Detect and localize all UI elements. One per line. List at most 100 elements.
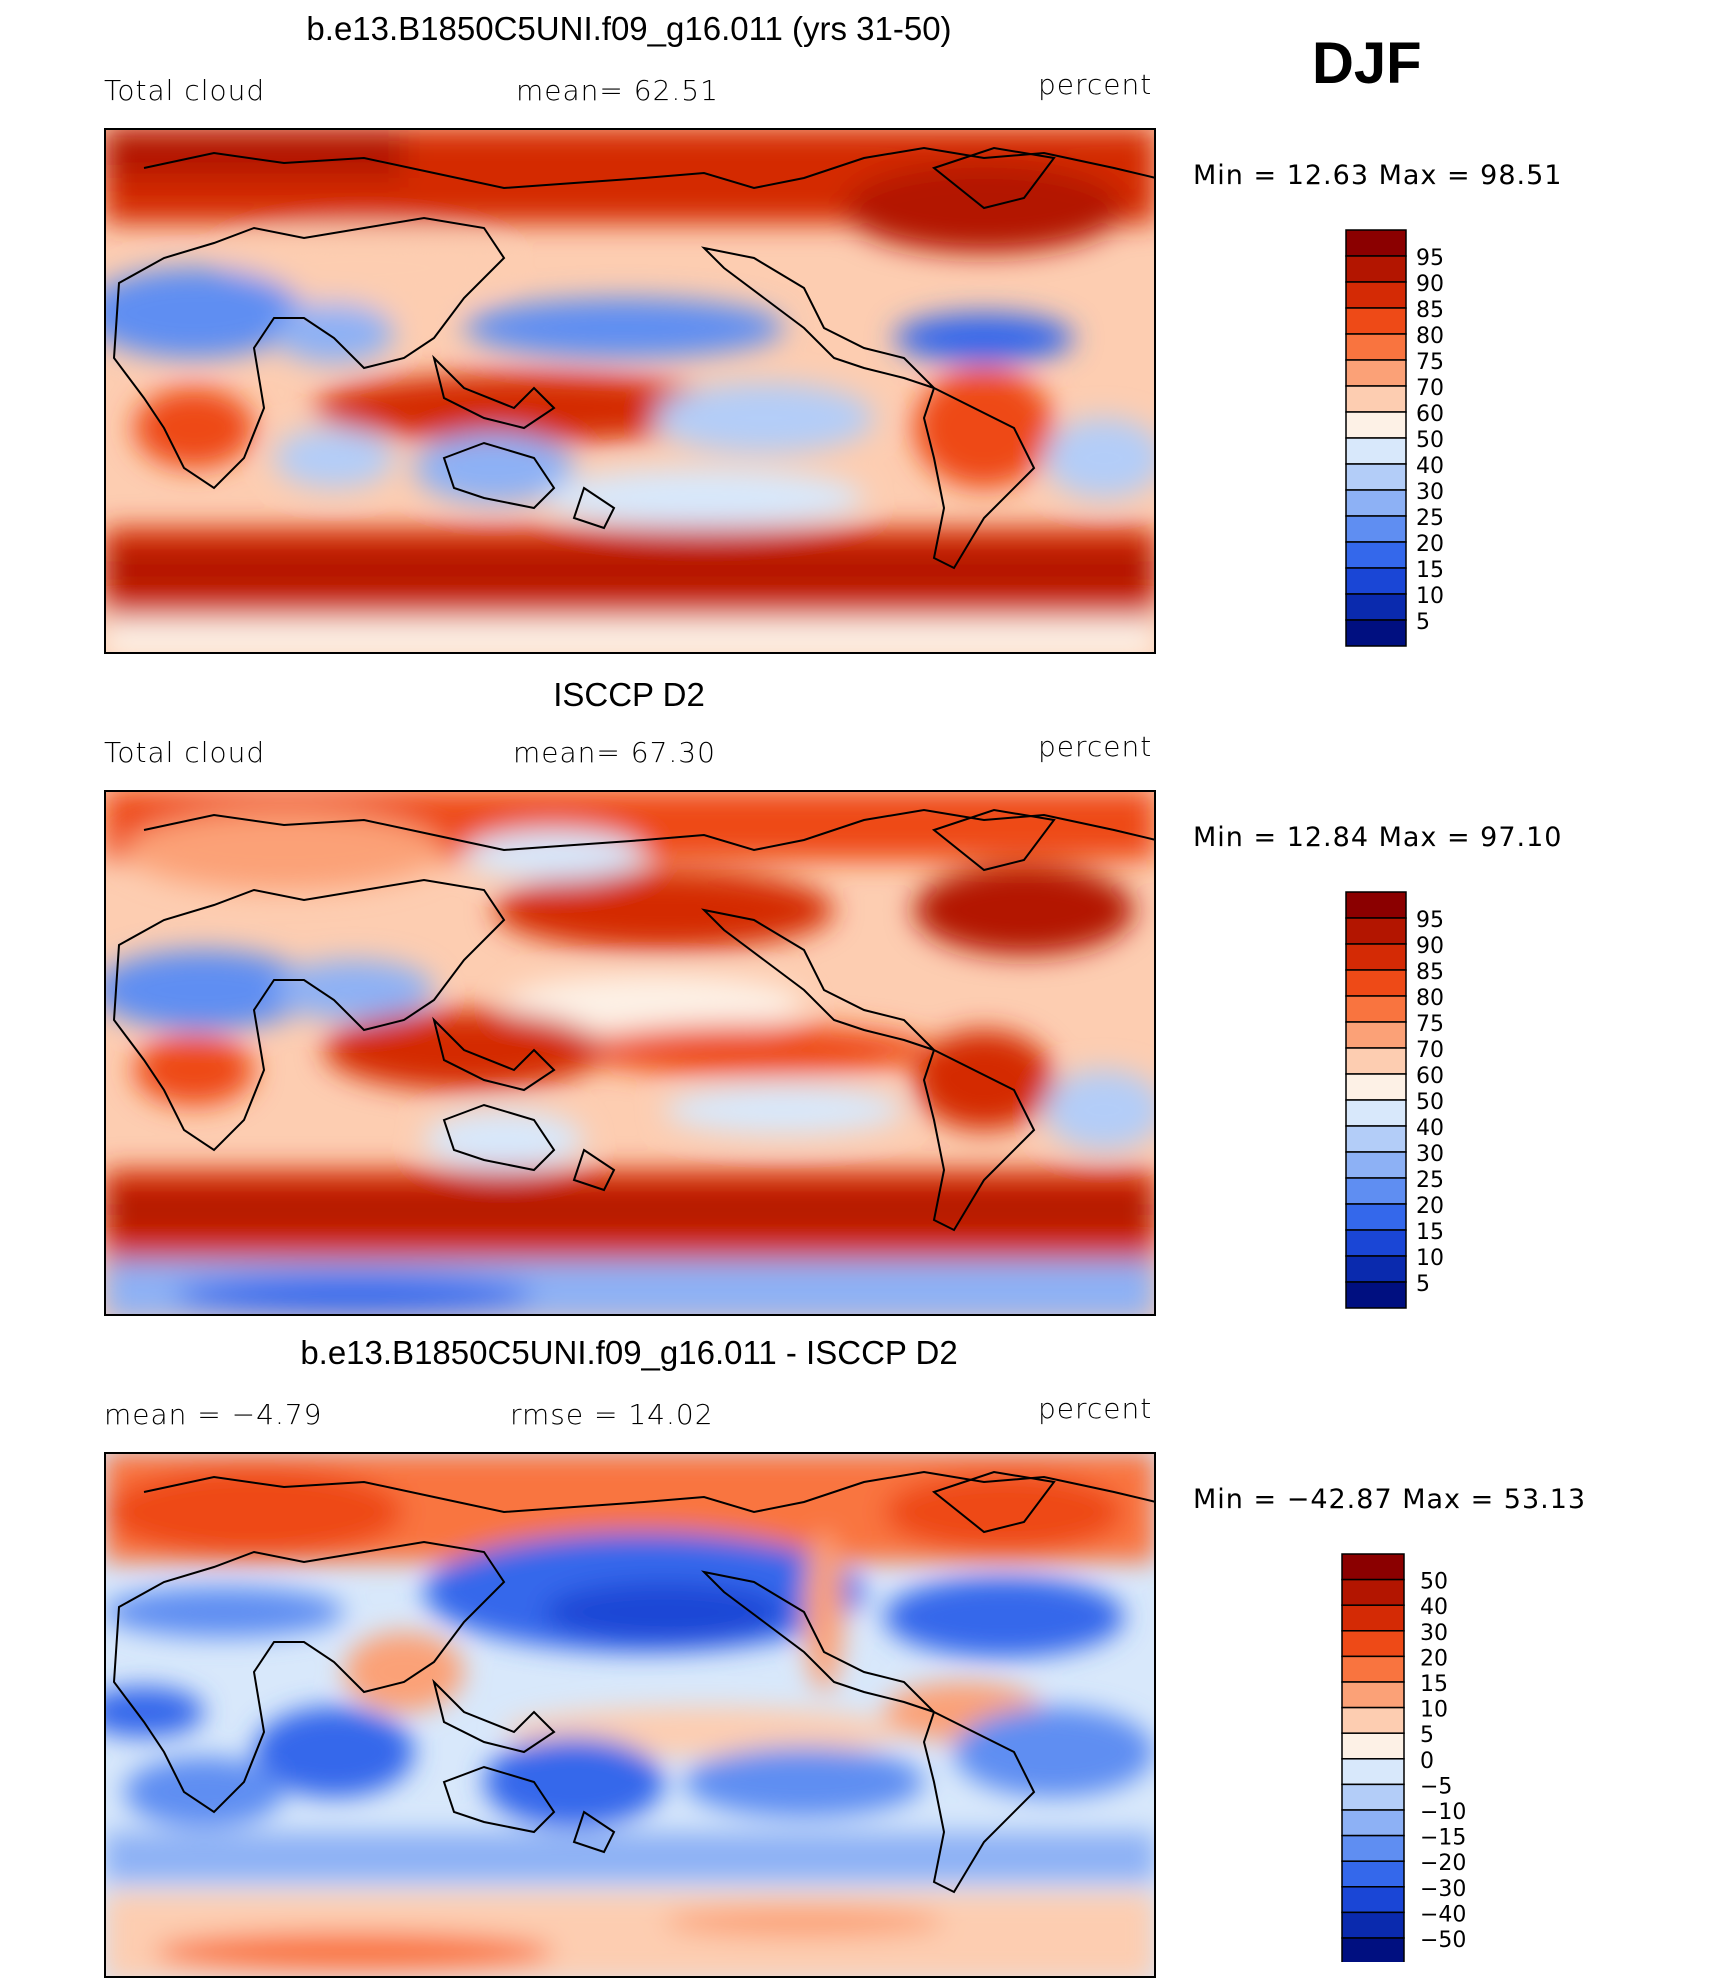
colorbar-box bbox=[1345, 1229, 1407, 1257]
colorbar-label: −40 bbox=[1420, 1902, 1466, 1927]
colorbar-box bbox=[1345, 995, 1407, 1023]
panel1-cloud-field bbox=[104, 128, 1156, 654]
colorbar-box bbox=[1345, 515, 1407, 543]
panel3-left-label: mean = −4.79 bbox=[104, 1398, 323, 1431]
colorbar-label: 30 bbox=[1420, 1621, 1448, 1646]
colorbar-box bbox=[1345, 1125, 1407, 1153]
colorbar-label: −15 bbox=[1420, 1826, 1466, 1851]
colorbar-label: 40 bbox=[1420, 1595, 1448, 1620]
colorbar-box bbox=[1341, 1604, 1405, 1632]
colorbar-label: −10 bbox=[1420, 1800, 1466, 1825]
colorbar-label: 75 bbox=[1416, 1012, 1444, 1037]
colorbar-box bbox=[1345, 1177, 1407, 1205]
colorbar-box bbox=[1345, 1047, 1407, 1075]
colorbar-label: 40 bbox=[1416, 1116, 1444, 1141]
colorbar-box bbox=[1341, 1553, 1405, 1581]
season-label: DJF bbox=[1312, 31, 1422, 96]
colorbar-box bbox=[1345, 359, 1407, 387]
colorbar-label: 80 bbox=[1416, 986, 1444, 1011]
colorbar-label: 75 bbox=[1416, 350, 1444, 375]
colorbar-label: 30 bbox=[1416, 1142, 1444, 1167]
colorbar-label: 40 bbox=[1416, 454, 1444, 479]
colorbar-box bbox=[1341, 1630, 1405, 1658]
colorbar-label: 10 bbox=[1416, 584, 1444, 609]
panel2-coastlines bbox=[112, 808, 1156, 1232]
colorbar-box bbox=[1345, 255, 1407, 283]
colorbar-label: 95 bbox=[1416, 246, 1444, 271]
panel3-minmax: Min = −42.87 Max = 53.13 bbox=[1193, 1484, 1587, 1515]
colorbar-box bbox=[1341, 1860, 1405, 1888]
colorbar-box bbox=[1345, 619, 1407, 647]
colorbar-box bbox=[1341, 1937, 1405, 1962]
colorbar-label: 50 bbox=[1416, 428, 1444, 453]
panel3-map bbox=[104, 1452, 1156, 1978]
colorbar-label: 90 bbox=[1416, 272, 1444, 297]
colorbar-label: 95 bbox=[1416, 908, 1444, 933]
colorbar-box bbox=[1345, 917, 1407, 945]
colorbar-label: 70 bbox=[1416, 376, 1444, 401]
colorbar-box bbox=[1341, 1886, 1405, 1914]
colorbar-box bbox=[1345, 593, 1407, 621]
colorbar-label: 70 bbox=[1416, 1038, 1444, 1063]
colorbar-label: 50 bbox=[1416, 1090, 1444, 1115]
colorbar-box bbox=[1345, 229, 1407, 257]
colorbar-label: 85 bbox=[1416, 298, 1444, 323]
colorbar-box bbox=[1341, 1911, 1405, 1939]
panel2-units: percent bbox=[1038, 730, 1153, 763]
colorbar-label: 5 bbox=[1416, 610, 1430, 635]
colorbar-label: 85 bbox=[1416, 960, 1444, 985]
panel3-rmse-label: rmse = 14.02 bbox=[510, 1398, 714, 1431]
panel1-title: b.e13.B1850C5UNI.f09_g16.011 (yrs 31-50) bbox=[306, 10, 952, 47]
colorbar-box bbox=[1345, 333, 1407, 361]
colorbar-box bbox=[1345, 411, 1407, 439]
colorbar-label: 5 bbox=[1416, 1272, 1430, 1297]
panel1-minmax: Min = 12.63 Max = 98.51 bbox=[1193, 160, 1563, 191]
panel2-left-label: Total cloud bbox=[104, 736, 266, 769]
colorbar-box bbox=[1341, 1834, 1405, 1862]
panel2-minmax: Min = 12.84 Max = 97.10 bbox=[1193, 822, 1563, 853]
colorbar-box bbox=[1345, 1021, 1407, 1049]
colorbar-label: 50 bbox=[1420, 1570, 1448, 1595]
panel3-units: percent bbox=[1038, 1392, 1153, 1425]
colorbar-label: 25 bbox=[1416, 1168, 1444, 1193]
colorbar-box bbox=[1345, 385, 1407, 413]
colorbar-box bbox=[1345, 1281, 1407, 1309]
colorbar-box bbox=[1341, 1578, 1405, 1606]
colorbar-box bbox=[1341, 1783, 1405, 1811]
colorbar-label: 15 bbox=[1416, 558, 1444, 583]
colorbar-label: 15 bbox=[1420, 1672, 1448, 1697]
colorbar-box bbox=[1341, 1655, 1405, 1683]
colorbar-box bbox=[1341, 1732, 1405, 1760]
colorbar-box bbox=[1345, 1099, 1407, 1127]
colorbar-box bbox=[1341, 1706, 1405, 1734]
panel1-map bbox=[104, 128, 1156, 654]
colorbar-box bbox=[1345, 307, 1407, 335]
colorbar-label: 80 bbox=[1416, 324, 1444, 349]
colorbar-box bbox=[1341, 1681, 1405, 1709]
colorbar-label: 30 bbox=[1416, 480, 1444, 505]
panel2-title: ISCCP D2 bbox=[553, 676, 705, 713]
colorbar-box bbox=[1345, 281, 1407, 309]
panel1-coastlines bbox=[112, 146, 1156, 570]
colorbar-box bbox=[1345, 1255, 1407, 1283]
colorbar-label: −5 bbox=[1420, 1774, 1452, 1799]
colorbar-label: −20 bbox=[1420, 1851, 1466, 1876]
panel2-map bbox=[104, 790, 1156, 1316]
colorbar-label: 15 bbox=[1416, 1220, 1444, 1245]
colorbar-label: 90 bbox=[1416, 934, 1444, 959]
colorbar-box bbox=[1345, 567, 1407, 595]
colorbar-box bbox=[1345, 943, 1407, 971]
colorbar-box bbox=[1341, 1758, 1405, 1786]
colorbar-box bbox=[1341, 1809, 1405, 1837]
colorbar-box bbox=[1345, 1203, 1407, 1231]
colorbar-label: −50 bbox=[1420, 1928, 1466, 1953]
colorbar-label: −30 bbox=[1420, 1877, 1466, 1902]
panel3-coastlines bbox=[112, 1470, 1156, 1894]
colorbar-box bbox=[1345, 437, 1407, 465]
colorbar-box bbox=[1345, 463, 1407, 491]
colorbar-label: 10 bbox=[1416, 1246, 1444, 1271]
colorbar-box bbox=[1345, 1151, 1407, 1179]
panel1-mean-label: mean= 62.51 bbox=[516, 74, 719, 107]
